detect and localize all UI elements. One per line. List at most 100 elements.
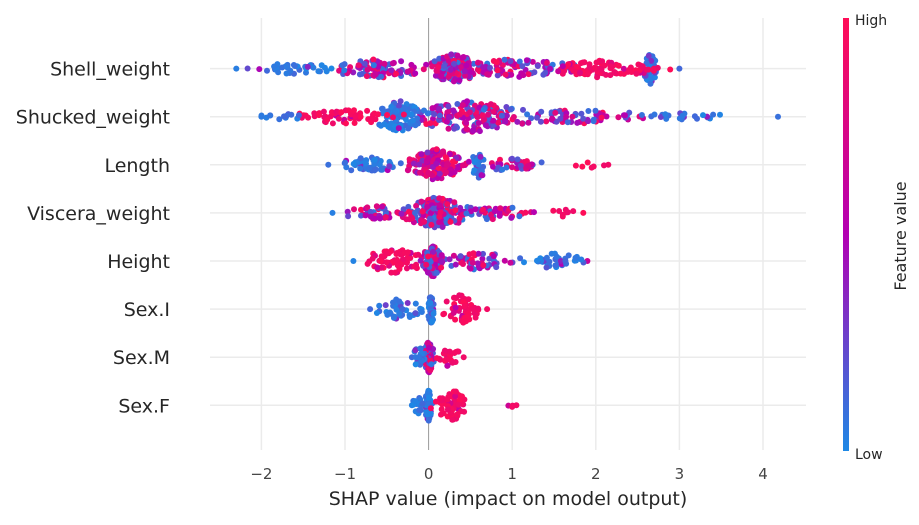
feature-labels: Shell_weight Shucked_weight Length Viscera_… xyxy=(16,59,170,418)
shap-point xyxy=(457,253,464,260)
shap-point xyxy=(577,69,583,76)
shap-point xyxy=(591,64,598,71)
shap-point xyxy=(343,164,350,171)
shap-point xyxy=(412,398,419,405)
shap-point xyxy=(676,65,683,72)
shap-point xyxy=(364,260,371,267)
shap-point xyxy=(425,394,432,401)
shap-point xyxy=(521,259,527,266)
shap-point xyxy=(508,214,515,221)
shap-point xyxy=(412,310,419,317)
shap-point xyxy=(396,102,402,109)
shap-point xyxy=(449,359,456,366)
shap-point xyxy=(419,400,426,407)
shap-point xyxy=(493,264,500,271)
shap-point xyxy=(498,112,505,119)
shap-point xyxy=(645,52,652,59)
shap-point xyxy=(432,72,439,79)
shap-point xyxy=(650,66,657,73)
shap-point xyxy=(435,165,442,172)
shap-point xyxy=(384,112,391,118)
shap-point xyxy=(586,64,593,71)
shap-point xyxy=(517,255,524,262)
shap-point xyxy=(478,172,485,179)
shap-point xyxy=(392,269,399,276)
shap-point xyxy=(447,166,454,173)
shap-point xyxy=(570,208,577,215)
shap-point xyxy=(436,112,443,119)
x-axis-title: SHAP value (impact on model output) xyxy=(329,488,688,510)
shap-point xyxy=(424,149,431,156)
shap-point xyxy=(351,107,357,114)
shap-point xyxy=(451,60,457,67)
x-tick-label: 3 xyxy=(675,465,685,483)
shap-point xyxy=(446,114,453,121)
shap-point xyxy=(525,71,532,78)
shap-point xyxy=(557,258,564,264)
shap-point xyxy=(338,109,345,116)
shap-point xyxy=(607,72,614,79)
shap-point xyxy=(700,112,706,119)
shap-point xyxy=(358,212,364,219)
shap-point xyxy=(400,256,406,263)
shap-point xyxy=(412,122,419,129)
shap-point xyxy=(507,58,514,65)
shap-point xyxy=(383,250,390,257)
shap-point xyxy=(398,210,405,217)
shap-point xyxy=(403,265,410,272)
shap-point xyxy=(386,158,393,165)
shap-point xyxy=(441,347,448,354)
shap-point xyxy=(520,106,526,113)
shap-point xyxy=(403,259,410,266)
shap-point xyxy=(452,261,459,268)
shap-point xyxy=(233,65,240,72)
shap-point xyxy=(480,64,487,71)
shap-point xyxy=(283,63,290,70)
shap-point xyxy=(585,108,592,114)
shap-point xyxy=(559,63,566,70)
shap-point xyxy=(461,303,468,310)
shap-point xyxy=(405,166,412,173)
shap-point xyxy=(569,113,576,120)
shap-point xyxy=(443,169,449,176)
shap-point xyxy=(348,167,355,174)
shap-point xyxy=(667,66,674,73)
shap-point xyxy=(461,68,468,75)
shap-point xyxy=(503,112,510,119)
shap-point xyxy=(429,63,436,70)
shap-point xyxy=(316,112,322,119)
shap-point xyxy=(458,64,464,70)
shap-point xyxy=(574,119,581,126)
shap-point xyxy=(325,161,332,168)
feature-label: Sex.F xyxy=(118,395,170,417)
shap-point xyxy=(423,61,430,68)
shap-point xyxy=(543,254,550,261)
shap-point xyxy=(444,396,451,403)
shap-point xyxy=(620,65,627,72)
shap-point xyxy=(463,318,469,325)
shap-point xyxy=(371,156,378,163)
shap-point xyxy=(352,113,359,120)
shap-point xyxy=(401,105,408,112)
shap-point xyxy=(256,66,263,73)
shap-point xyxy=(471,167,478,174)
shap-point xyxy=(405,208,412,215)
shap-point xyxy=(358,206,364,213)
shap-point xyxy=(451,350,458,356)
shap-point xyxy=(430,310,437,317)
shap-point xyxy=(585,118,591,125)
shap-point xyxy=(427,258,434,265)
shap-point xyxy=(404,300,411,306)
shap-point xyxy=(418,309,425,315)
shap-point xyxy=(607,63,614,70)
shap-point xyxy=(320,108,327,115)
feature-label: Length xyxy=(104,155,170,177)
shap-point xyxy=(456,77,463,84)
shap-point xyxy=(446,348,453,355)
shap-point xyxy=(397,160,404,167)
shap-point xyxy=(553,253,560,260)
shap-point xyxy=(494,72,501,79)
shap-point xyxy=(427,405,434,412)
feature-label: Sex.M xyxy=(113,347,170,369)
shap-point xyxy=(413,202,420,209)
